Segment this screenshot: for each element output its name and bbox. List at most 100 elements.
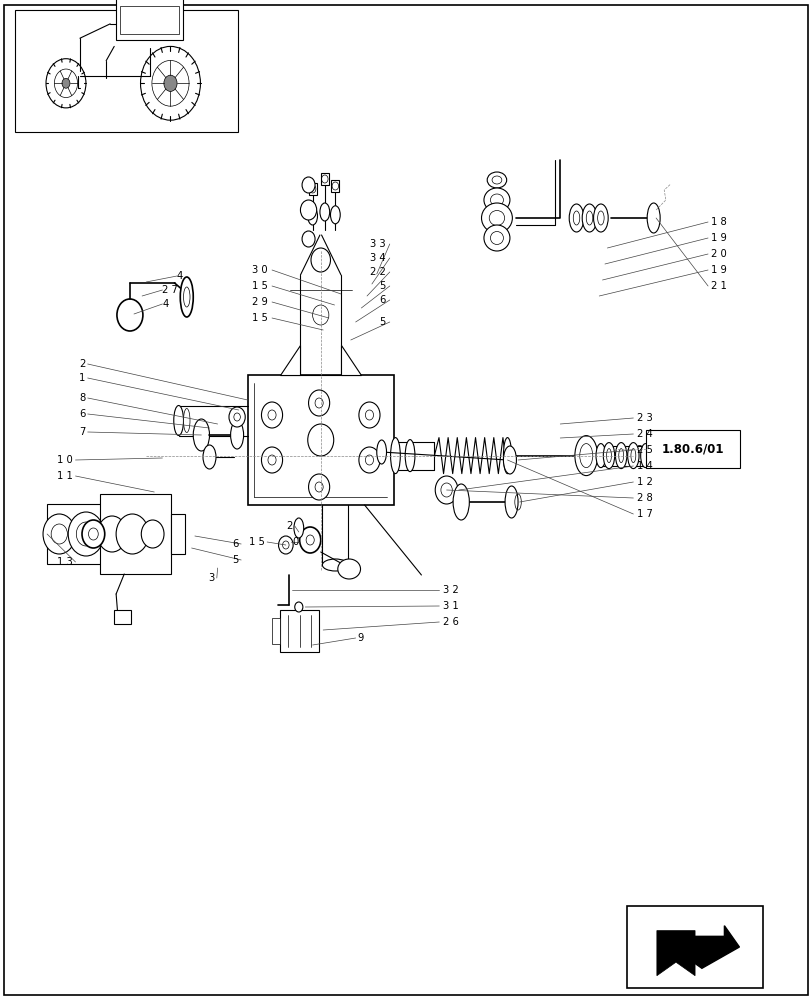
Circle shape bbox=[68, 512, 104, 556]
Ellipse shape bbox=[483, 225, 509, 251]
Text: 4: 4 bbox=[177, 271, 183, 281]
Ellipse shape bbox=[294, 518, 303, 538]
Ellipse shape bbox=[581, 204, 596, 232]
Ellipse shape bbox=[203, 445, 216, 469]
Text: 5: 5 bbox=[379, 281, 385, 291]
Circle shape bbox=[302, 231, 315, 247]
Ellipse shape bbox=[180, 277, 193, 317]
Circle shape bbox=[261, 447, 282, 473]
Circle shape bbox=[294, 602, 303, 612]
Text: 1 3: 1 3 bbox=[58, 557, 73, 567]
Ellipse shape bbox=[481, 203, 512, 233]
Circle shape bbox=[140, 46, 200, 120]
Circle shape bbox=[308, 474, 329, 500]
Ellipse shape bbox=[603, 443, 614, 469]
Ellipse shape bbox=[593, 204, 607, 232]
Ellipse shape bbox=[503, 446, 516, 474]
Circle shape bbox=[307, 424, 333, 456]
Polygon shape bbox=[675, 926, 739, 968]
Ellipse shape bbox=[487, 172, 506, 188]
Ellipse shape bbox=[579, 444, 592, 468]
Text: 6: 6 bbox=[232, 539, 238, 549]
Text: 6: 6 bbox=[379, 295, 385, 305]
Text: 2 3: 2 3 bbox=[636, 413, 651, 423]
Ellipse shape bbox=[320, 203, 329, 221]
Text: 6: 6 bbox=[79, 409, 85, 419]
Text: 1 5: 1 5 bbox=[248, 537, 264, 547]
Text: 1 9: 1 9 bbox=[710, 233, 727, 243]
Circle shape bbox=[62, 78, 70, 88]
Text: 3 0: 3 0 bbox=[252, 265, 268, 275]
Bar bbox=[247, 375, 393, 505]
Text: 1 7: 1 7 bbox=[636, 509, 652, 519]
Ellipse shape bbox=[322, 559, 348, 571]
Text: 7: 7 bbox=[79, 427, 85, 437]
Circle shape bbox=[54, 69, 78, 98]
Ellipse shape bbox=[307, 207, 317, 225]
Circle shape bbox=[311, 248, 330, 272]
Circle shape bbox=[300, 200, 316, 220]
Ellipse shape bbox=[595, 444, 605, 468]
Polygon shape bbox=[280, 345, 300, 375]
Bar bbox=[646, 430, 739, 468]
Circle shape bbox=[299, 527, 320, 553]
Ellipse shape bbox=[646, 203, 659, 233]
Ellipse shape bbox=[230, 421, 243, 449]
Circle shape bbox=[117, 299, 143, 331]
Text: 1 2: 1 2 bbox=[636, 477, 652, 487]
Text: 2 4: 2 4 bbox=[636, 429, 651, 439]
Circle shape bbox=[308, 390, 329, 416]
Circle shape bbox=[51, 524, 67, 544]
Circle shape bbox=[358, 402, 380, 428]
Bar bbox=[47, 504, 112, 564]
Text: 1 9: 1 9 bbox=[710, 265, 727, 275]
Text: 5: 5 bbox=[379, 317, 385, 327]
Circle shape bbox=[43, 514, 75, 554]
Text: 2: 2 bbox=[285, 521, 292, 531]
Ellipse shape bbox=[330, 206, 340, 224]
Text: 2 5: 2 5 bbox=[636, 445, 652, 455]
Bar bbox=[272, 618, 280, 644]
Ellipse shape bbox=[193, 419, 209, 451]
Text: 1: 1 bbox=[79, 373, 85, 383]
Ellipse shape bbox=[483, 188, 509, 212]
Ellipse shape bbox=[627, 443, 638, 469]
Circle shape bbox=[365, 455, 373, 465]
Ellipse shape bbox=[615, 443, 626, 469]
Circle shape bbox=[229, 407, 245, 427]
Text: 1 1: 1 1 bbox=[57, 471, 73, 481]
Circle shape bbox=[315, 398, 323, 408]
Text: 3 4: 3 4 bbox=[370, 253, 385, 263]
Circle shape bbox=[315, 482, 323, 492]
Text: 8: 8 bbox=[79, 393, 85, 403]
Text: 0: 0 bbox=[292, 537, 298, 547]
Text: 2 9: 2 9 bbox=[251, 297, 268, 307]
Ellipse shape bbox=[453, 484, 469, 520]
Bar bbox=[116, 0, 182, 40]
Ellipse shape bbox=[390, 438, 400, 474]
Text: 3 2: 3 2 bbox=[442, 585, 457, 595]
Text: 2 7: 2 7 bbox=[162, 285, 178, 295]
Ellipse shape bbox=[376, 440, 386, 464]
Text: 2: 2 bbox=[79, 359, 85, 369]
Ellipse shape bbox=[503, 438, 511, 474]
Text: 3 1: 3 1 bbox=[442, 601, 457, 611]
Ellipse shape bbox=[405, 440, 414, 472]
Text: 1 5: 1 5 bbox=[251, 281, 268, 291]
Text: 2 1: 2 1 bbox=[710, 281, 727, 291]
Text: 9: 9 bbox=[357, 633, 363, 643]
Circle shape bbox=[141, 520, 164, 548]
Bar bbox=[280, 610, 319, 652]
Circle shape bbox=[261, 402, 282, 428]
Bar bbox=[114, 610, 131, 624]
Bar bbox=[320, 173, 328, 185]
Text: 1 8: 1 8 bbox=[710, 217, 726, 227]
Circle shape bbox=[302, 177, 315, 193]
Text: 1.80.6/01: 1.80.6/01 bbox=[661, 442, 723, 456]
Bar bbox=[100, 494, 170, 574]
Bar bbox=[15, 10, 238, 132]
Circle shape bbox=[435, 476, 457, 504]
Circle shape bbox=[152, 60, 189, 106]
Text: 3: 3 bbox=[208, 573, 214, 583]
Text: 4: 4 bbox=[162, 299, 169, 309]
